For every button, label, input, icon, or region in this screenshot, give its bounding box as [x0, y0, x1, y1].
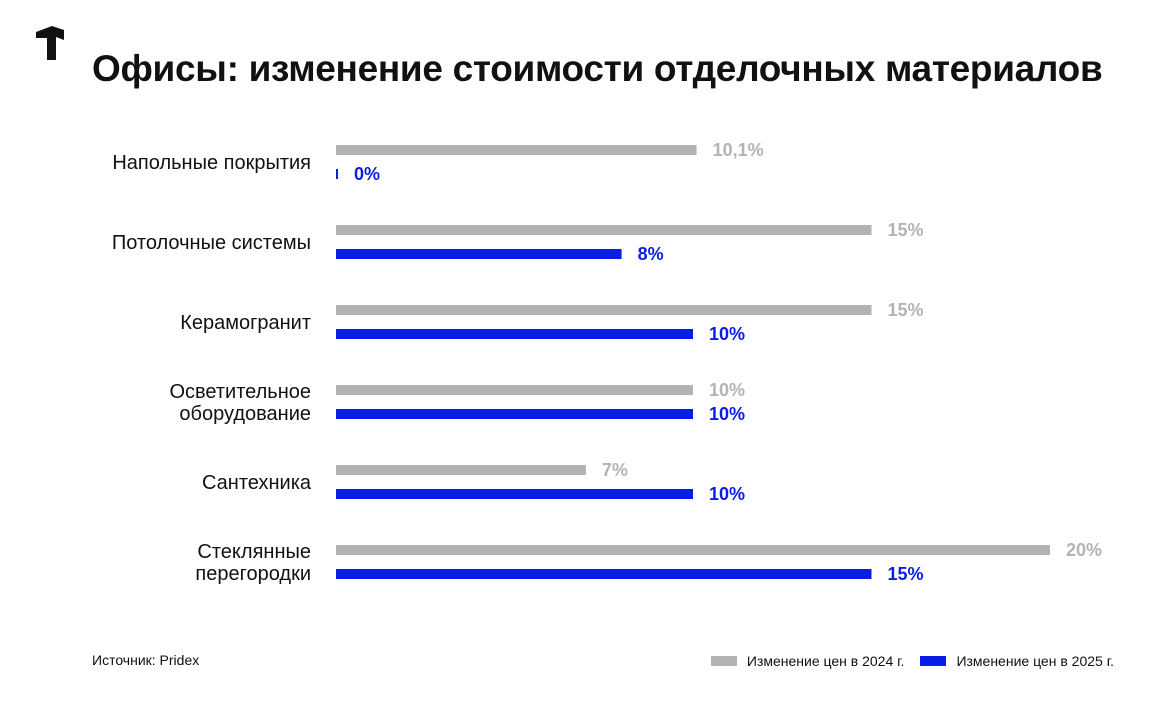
data-label: 15%: [888, 564, 924, 584]
legend-item-2024: Изменение цен в 2024 г.: [710, 653, 905, 669]
source-note: Источник: Pridex: [92, 652, 200, 668]
bar-2025: [336, 329, 693, 339]
category-label: Керамогранит: [180, 312, 311, 334]
data-label: 10%: [709, 324, 745, 344]
bar-2024: [336, 385, 693, 395]
chart-title: Офисы: изменение стоимости отделочных ма…: [92, 48, 1103, 89]
bar-2025: [336, 409, 693, 419]
data-label: 10,1%: [713, 140, 764, 160]
legend-swatch-2024: [710, 656, 737, 666]
bar-2025: [336, 249, 622, 259]
legend-label-2024: Изменение цен в 2024 г.: [746, 653, 905, 669]
legend-label-2025: Изменение цен в 2025 г.: [956, 653, 1114, 669]
bar-2024: [336, 305, 872, 315]
category-label: Стеклянные перегородки: [195, 541, 311, 585]
legend-swatch-2025: [920, 656, 947, 666]
bar-chart: Напольные покрытия 10,1% 0% Потолочные сист…: [112, 140, 1102, 585]
bar-2024: [336, 225, 872, 235]
data-label: 15%: [888, 300, 924, 320]
data-label: 7%: [602, 460, 628, 480]
bar-2025: [336, 569, 872, 579]
data-label: 10%: [709, 484, 745, 504]
category-label: Напольные покрытия: [112, 152, 311, 174]
bar-2024: [336, 545, 1050, 555]
category-label: Сантехника: [202, 472, 312, 494]
brand-logo-icon: [36, 26, 64, 60]
bar-2024: [336, 465, 586, 475]
category-label: Потолочные системы: [112, 232, 311, 254]
bar-2025: [336, 169, 338, 179]
data-label: 10%: [709, 380, 745, 400]
bar-2024: [336, 145, 697, 155]
data-label: 20%: [1066, 540, 1102, 560]
data-label: 0%: [354, 164, 380, 184]
data-label: 15%: [888, 220, 924, 240]
legend-item-2025: Изменение цен в 2025 г.: [920, 653, 1114, 669]
category-label: Осветительное оборудование: [169, 381, 311, 425]
bar-2025: [336, 489, 693, 499]
legend: Изменение цен в 2024 г. Изменение цен в …: [710, 653, 1114, 669]
data-label: 8%: [638, 244, 664, 264]
data-label: 10%: [709, 404, 745, 424]
